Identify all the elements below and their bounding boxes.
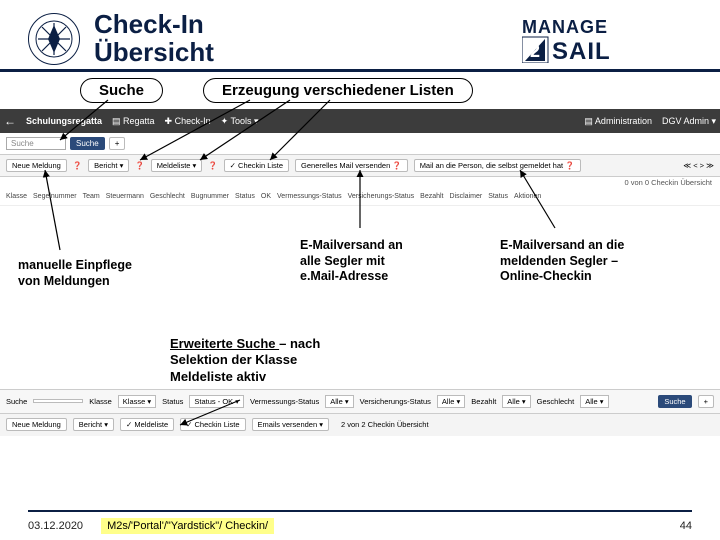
btn-checkin-liste-2[interactable]: ✓ Checkin Liste bbox=[180, 418, 245, 431]
add-button[interactable]: + bbox=[109, 137, 126, 150]
col[interactable]: Vermessungs-Status bbox=[277, 193, 342, 200]
lbl: Klasse bbox=[89, 397, 112, 406]
col[interactable]: Status bbox=[235, 193, 255, 200]
lbl: Geschlecht bbox=[537, 397, 575, 406]
btn-neue-meldung[interactable]: Neue Meldung bbox=[6, 159, 67, 172]
manage2sail-logo: MANAGE 2 SAIL bbox=[522, 13, 692, 65]
btn-mail-self[interactable]: Mail an die Person, die selbst gemeldet … bbox=[414, 159, 581, 172]
result-count-2: 2 von 2 Checkin Übersicht bbox=[341, 420, 429, 429]
filter-bar: Suche Klasse Klasse ▾ Status Status - OK… bbox=[0, 390, 720, 414]
lbl: Versicherungs-Status bbox=[360, 397, 431, 406]
app-navbar: ← Schulungsregatta ▤ Regatta ✚ Check-In … bbox=[0, 109, 720, 133]
col[interactable]: Bugnummer bbox=[191, 193, 229, 200]
col[interactable]: Disclaimer bbox=[450, 193, 483, 200]
screenshot-1: ← Schulungsregatta ▤ Regatta ✚ Check-In … bbox=[0, 109, 720, 206]
btn-meldeliste[interactable]: Meldeliste ▾ bbox=[151, 159, 203, 172]
btn-checkin-liste[interactable]: ✓ Checkin Liste bbox=[224, 159, 289, 172]
svg-text:2: 2 bbox=[530, 41, 540, 61]
col[interactable]: Versicherungs-Status bbox=[348, 193, 415, 200]
nav-checkin[interactable]: ✚ Check-In bbox=[165, 116, 211, 127]
nav-back-icon[interactable]: ← bbox=[4, 114, 16, 128]
col[interactable]: Status bbox=[488, 193, 508, 200]
search-toolbar: Suche Suche + bbox=[0, 133, 720, 155]
page-title: Check-In Übersicht bbox=[94, 11, 522, 66]
col[interactable]: Steuermann bbox=[106, 193, 144, 200]
btn-meldeliste-2[interactable]: ✓ Meldeliste bbox=[120, 418, 174, 431]
anno-erweiterte-suche: Erweiterte Suche – nach Selektion der Kl… bbox=[170, 336, 430, 385]
lbl: Bezahlt bbox=[471, 397, 496, 406]
title-line-2: Übersicht bbox=[94, 39, 522, 66]
lbl: Status bbox=[162, 397, 183, 406]
filter-search-button[interactable]: Suche bbox=[658, 395, 691, 408]
filter-add-button[interactable]: + bbox=[698, 395, 714, 408]
col[interactable]: OK bbox=[261, 193, 271, 200]
lbl: Vermessungs-Status bbox=[250, 397, 319, 406]
btn-bericht[interactable]: Bericht ▾ bbox=[88, 159, 129, 172]
col[interactable]: Aktionen bbox=[514, 193, 541, 200]
sel-status[interactable]: Status - OK ▾ bbox=[189, 395, 244, 408]
nav-dgv-admin[interactable]: DGV Admin ▾ bbox=[662, 116, 716, 127]
col[interactable]: Klasse bbox=[6, 193, 27, 200]
col[interactable]: Segelnummer bbox=[33, 193, 77, 200]
nav-tools[interactable]: ✦ Tools ▾ bbox=[221, 116, 259, 127]
sel-geschlecht[interactable]: Alle ▾ bbox=[580, 395, 608, 408]
footer-date: 03.12.2020 bbox=[28, 520, 83, 532]
btn-emails-versenden[interactable]: Emails versenden ▾ bbox=[252, 418, 329, 431]
annotation-area: manuelle Einpflege von Meldungen E-Mailv… bbox=[0, 206, 720, 336]
result-count: 0 von 0 Checkin Übersicht bbox=[0, 177, 720, 188]
slide-footer: 03.12.2020 M2s/'Portal'/"Yardstick"/ Che… bbox=[0, 510, 720, 534]
table-column-headers: Klasse Segelnummer Team Steuermann Gesch… bbox=[0, 188, 720, 206]
anno-mail-alle: E-Mailversand an alle Segler mit e.Mail-… bbox=[300, 238, 470, 285]
svg-text:SAIL: SAIL bbox=[552, 38, 611, 63]
screenshot-2: Suche Klasse Klasse ▾ Status Status - OK… bbox=[0, 389, 720, 436]
sel-klasse[interactable]: Klasse ▾ bbox=[118, 395, 156, 408]
footer-page-number: 44 bbox=[680, 520, 692, 532]
sel-vermessung[interactable]: Alle ▾ bbox=[325, 395, 353, 408]
callout-suche: Suche bbox=[80, 78, 163, 103]
nav-regatta[interactable]: ▤ Regatta bbox=[112, 116, 155, 127]
callout-erzeugung: Erzeugung verschiedener Listen bbox=[203, 78, 473, 103]
pager[interactable]: ≪ < > ≫ bbox=[683, 161, 714, 170]
action-toolbar: Neue Meldung ❓ Bericht ▾ ❓ Meldeliste ▾ … bbox=[0, 155, 720, 177]
help-icon[interactable]: ❓ bbox=[73, 161, 82, 170]
help-icon[interactable]: ❓ bbox=[208, 161, 217, 170]
btn-neue-meldung-2[interactable]: Neue Meldung bbox=[6, 418, 67, 431]
anno-manuelle-einpflege: manuelle Einpflege von Meldungen bbox=[18, 258, 132, 289]
dsv-logo bbox=[28, 13, 80, 65]
help-icon[interactable]: ❓ bbox=[135, 161, 144, 170]
search-button[interactable]: Suche bbox=[70, 137, 105, 150]
btn-mail-all[interactable]: Generelles Mail versenden ❓ bbox=[295, 159, 408, 172]
footer-breadcrumb: M2s/'Portal'/"Yardstick"/ Checkin/ bbox=[101, 518, 274, 534]
title-line-1: Check-In bbox=[94, 11, 522, 38]
col[interactable]: Bezahlt bbox=[420, 193, 443, 200]
col[interactable]: Geschlecht bbox=[150, 193, 185, 200]
sel-bezahlt[interactable]: Alle ▾ bbox=[502, 395, 530, 408]
col[interactable]: Team bbox=[83, 193, 100, 200]
top-callouts: Suche Erzeugung verschiedener Listen bbox=[0, 72, 720, 103]
anno-mail-meldende: E-Mailversand an die meldenden Segler – … bbox=[500, 238, 700, 285]
nav-event-name[interactable]: Schulungsregatta bbox=[26, 116, 102, 126]
search-input[interactable]: Suche bbox=[6, 137, 66, 150]
svg-text:MANAGE: MANAGE bbox=[522, 17, 608, 37]
lbl: Suche bbox=[6, 397, 27, 406]
sel-versicherung[interactable]: Alle ▾ bbox=[437, 395, 465, 408]
btn-bericht-2[interactable]: Bericht ▾ bbox=[73, 418, 114, 431]
action-toolbar-2: Neue Meldung Bericht ▾ ✓ Meldeliste ✓ Ch… bbox=[0, 414, 720, 436]
slide-header: Check-In Übersicht MANAGE 2 SAIL bbox=[0, 0, 720, 72]
nav-administration[interactable]: ▤ Administration bbox=[584, 116, 652, 127]
